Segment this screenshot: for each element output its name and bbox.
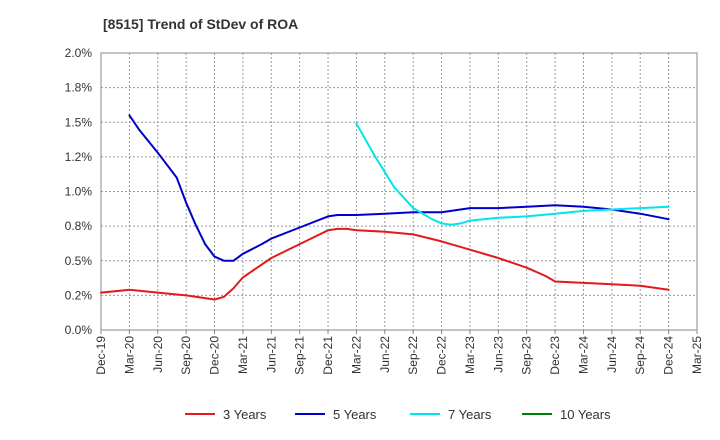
x-tick-label: Sep-23 (520, 336, 534, 375)
series-line-5-years (128, 114, 670, 262)
legend-label-3-years: 3 Years (223, 407, 267, 422)
series-line-7-years (355, 122, 670, 226)
series-line-3-years (100, 227, 670, 301)
y-tick-label: 1.5% (65, 115, 93, 129)
y-tick-label: 0.8% (65, 219, 93, 233)
y-tick-label: 0.0% (65, 323, 93, 337)
x-tick-label: Dec-23 (548, 336, 562, 375)
x-tick-label: Jun-23 (491, 336, 505, 373)
x-tick-label: Dec-22 (435, 336, 449, 375)
x-tick-label: Sep-20 (179, 336, 193, 375)
legend-label-7-years: 7 Years (448, 407, 492, 422)
plot-frame (100, 52, 698, 331)
x-tick-label: Dec-19 (94, 336, 108, 375)
x-tick-label: Sep-21 (293, 336, 307, 375)
chart-title: [8515] Trend of StDev of ROA (103, 16, 299, 32)
x-tick-label: Mar-22 (349, 336, 363, 374)
x-tick-label: Jun-22 (378, 336, 392, 373)
y-tick-label: 0.2% (65, 288, 93, 302)
y-tick-label: 0.5% (65, 254, 93, 268)
x-tick-label: Mar-20 (122, 336, 136, 374)
y-tick-label: 1.8% (65, 81, 93, 95)
legend-label-5-years: 5 Years (333, 407, 377, 422)
x-tick-label: Dec-21 (321, 336, 335, 375)
x-tick-label: Dec-24 (662, 336, 676, 375)
x-tick-label: Jun-21 (264, 336, 278, 373)
x-tick-label: Dec-20 (208, 336, 222, 375)
y-tick-label: 1.0% (65, 185, 93, 199)
x-tick-label: Mar-21 (236, 336, 250, 374)
x-tick-label: Jun-24 (605, 336, 619, 373)
x-tick-label: Mar-24 (576, 336, 590, 374)
x-tick-label: Mar-23 (463, 336, 477, 374)
legend-label-10-years: 10 Years (560, 407, 611, 422)
x-tick-label: Sep-24 (633, 336, 647, 375)
y-tick-label: 1.2% (65, 150, 93, 164)
x-tick-label: Sep-22 (406, 336, 420, 375)
x-tick-label: Mar-25 (690, 336, 704, 374)
x-tick-label: Jun-20 (151, 336, 165, 373)
y-tick-label: 2.0% (65, 46, 93, 60)
